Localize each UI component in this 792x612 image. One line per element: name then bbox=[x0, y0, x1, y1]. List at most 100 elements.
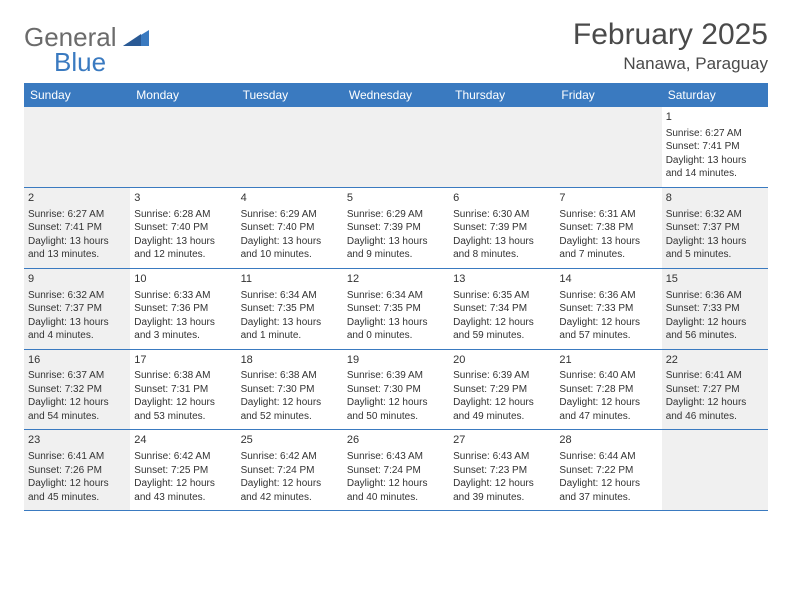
weekday-header: SundayMondayTuesdayWednesdayThursdayFrid… bbox=[24, 83, 768, 107]
day-number: 25 bbox=[241, 433, 339, 448]
sunrise-text: Sunrise: 6:41 AM bbox=[666, 369, 764, 383]
empty-cell bbox=[449, 107, 555, 187]
day-cell: 12Sunrise: 6:34 AMSunset: 7:35 PMDayligh… bbox=[343, 269, 449, 349]
sunset-text: Sunset: 7:27 PM bbox=[666, 383, 764, 397]
day-cell: 1 Sunrise: 6:27 AMSunset: 7:41 PMDaylight… bbox=[662, 107, 768, 187]
daylight-text: Daylight: 13 hours and 13 minutes. bbox=[28, 235, 126, 262]
day-cell: 21Sunrise: 6:40 AMSunset: 7:28 PMDayligh… bbox=[555, 350, 661, 430]
day-number: 2 bbox=[28, 191, 126, 206]
weekday-wednesday: Wednesday bbox=[343, 83, 449, 107]
sunset-text: Sunset: 7:39 PM bbox=[453, 221, 551, 235]
day-cell: 14Sunrise: 6:36 AMSunset: 7:33 PMDayligh… bbox=[555, 269, 661, 349]
sunrise-text: Sunrise: 6:42 AM bbox=[241, 450, 339, 464]
day-number: 4 bbox=[241, 191, 339, 206]
weekday-saturday: Saturday bbox=[662, 83, 768, 107]
weekday-tuesday: Tuesday bbox=[237, 83, 343, 107]
sunset-text: Sunset: 7:35 PM bbox=[241, 302, 339, 316]
sunset-text: Sunset: 7:33 PM bbox=[559, 302, 657, 316]
sunrise-text: Sunrise: 6:34 AM bbox=[241, 289, 339, 303]
location-label: Nanawa, Paraguay bbox=[573, 54, 768, 74]
daylight-text: Daylight: 12 hours and 37 minutes. bbox=[559, 477, 657, 504]
sunrise-text: Sunrise: 6:39 AM bbox=[453, 369, 551, 383]
empty-cell bbox=[237, 107, 343, 187]
sunset-text: Sunset: 7:32 PM bbox=[28, 383, 126, 397]
sunrise-text: Sunrise: 6:39 AM bbox=[347, 369, 445, 383]
daylight-text: Daylight: 12 hours and 46 minutes. bbox=[666, 396, 764, 423]
day-cell: 17Sunrise: 6:38 AMSunset: 7:31 PMDayligh… bbox=[130, 350, 236, 430]
sunrise-text: Sunrise: 6:27 AM bbox=[666, 127, 764, 141]
calendar-row: 16Sunrise: 6:37 AMSunset: 7:32 PMDayligh… bbox=[24, 350, 768, 431]
daylight-text: Daylight: 13 hours and 0 minutes. bbox=[347, 316, 445, 343]
calendar-grid: SundayMondayTuesdayWednesdayThursdayFrid… bbox=[24, 83, 768, 511]
daylight-text: Daylight: 12 hours and 43 minutes. bbox=[134, 477, 232, 504]
day-cell: 13Sunrise: 6:35 AMSunset: 7:34 PMDayligh… bbox=[449, 269, 555, 349]
sunrise-text: Sunrise: 6:29 AM bbox=[241, 208, 339, 222]
day-number: 5 bbox=[347, 191, 445, 206]
sunset-text: Sunset: 7:31 PM bbox=[134, 383, 232, 397]
day-cell: 7Sunrise: 6:31 AMSunset: 7:38 PMDaylight… bbox=[555, 188, 661, 268]
sunrise-text: Sunrise: 6:42 AM bbox=[134, 450, 232, 464]
day-number: 10 bbox=[134, 272, 232, 287]
sunset-text: Sunset: 7:23 PM bbox=[453, 464, 551, 478]
sunset-text: Sunset: 7:41 PM bbox=[666, 140, 764, 154]
sunrise-text: Sunrise: 6:32 AM bbox=[28, 289, 126, 303]
sunrise-text: Sunrise: 6:30 AM bbox=[453, 208, 551, 222]
day-cell: 16Sunrise: 6:37 AMSunset: 7:32 PMDayligh… bbox=[24, 350, 130, 430]
sunset-text: Sunset: 7:30 PM bbox=[241, 383, 339, 397]
day-number: 17 bbox=[134, 353, 232, 368]
sunset-text: Sunset: 7:30 PM bbox=[347, 383, 445, 397]
daylight-text: Daylight: 12 hours and 49 minutes. bbox=[453, 396, 551, 423]
sunset-text: Sunset: 7:29 PM bbox=[453, 383, 551, 397]
title-block: February 2025 Nanawa, Paraguay bbox=[573, 18, 768, 74]
logo-triangle-icon bbox=[123, 28, 149, 53]
sunset-text: Sunset: 7:25 PM bbox=[134, 464, 232, 478]
daylight-text: Daylight: 12 hours and 52 minutes. bbox=[241, 396, 339, 423]
day-number: 13 bbox=[453, 272, 551, 287]
day-cell: 23Sunrise: 6:41 AMSunset: 7:26 PMDayligh… bbox=[24, 430, 130, 510]
sunset-text: Sunset: 7:40 PM bbox=[241, 221, 339, 235]
weekday-sunday: Sunday bbox=[24, 83, 130, 107]
sunset-text: Sunset: 7:24 PM bbox=[241, 464, 339, 478]
daylight-text: Daylight: 13 hours and 1 minute. bbox=[241, 316, 339, 343]
day-number: 27 bbox=[453, 433, 551, 448]
day-number: 8 bbox=[666, 191, 764, 206]
sunset-text: Sunset: 7:38 PM bbox=[559, 221, 657, 235]
day-cell: 19Sunrise: 6:39 AMSunset: 7:30 PMDayligh… bbox=[343, 350, 449, 430]
day-cell: 28Sunrise: 6:44 AMSunset: 7:22 PMDayligh… bbox=[555, 430, 661, 510]
sunset-text: Sunset: 7:39 PM bbox=[347, 221, 445, 235]
weekday-friday: Friday bbox=[555, 83, 661, 107]
calendar-row: 1 Sunrise: 6:27 AMSunset: 7:41 PMDaylight… bbox=[24, 107, 768, 188]
day-number: 9 bbox=[28, 272, 126, 287]
daylight-text: Daylight: 13 hours and 14 minutes. bbox=[666, 154, 764, 181]
calendar-row: 2Sunrise: 6:27 AMSunset: 7:41 PMDaylight… bbox=[24, 188, 768, 269]
sunset-text: Sunset: 7:36 PM bbox=[134, 302, 232, 316]
daylight-text: Daylight: 12 hours and 50 minutes. bbox=[347, 396, 445, 423]
day-cell: 11Sunrise: 6:34 AMSunset: 7:35 PMDayligh… bbox=[237, 269, 343, 349]
day-number: 1 bbox=[666, 110, 764, 125]
empty-cell bbox=[24, 107, 130, 187]
day-number: 6 bbox=[453, 191, 551, 206]
weekday-thursday: Thursday bbox=[449, 83, 555, 107]
sunset-text: Sunset: 7:41 PM bbox=[28, 221, 126, 235]
sunrise-text: Sunrise: 6:43 AM bbox=[347, 450, 445, 464]
day-cell: 26Sunrise: 6:43 AMSunset: 7:24 PMDayligh… bbox=[343, 430, 449, 510]
daylight-text: Daylight: 12 hours and 54 minutes. bbox=[28, 396, 126, 423]
day-cell: 18Sunrise: 6:38 AMSunset: 7:30 PMDayligh… bbox=[237, 350, 343, 430]
daylight-text: Daylight: 12 hours and 39 minutes. bbox=[453, 477, 551, 504]
sunrise-text: Sunrise: 6:38 AM bbox=[241, 369, 339, 383]
day-cell: 2 Sunrise: 6:27 AMSunset: 7:41 PMDaylight… bbox=[24, 188, 130, 268]
day-number: 12 bbox=[347, 272, 445, 287]
calendar-body: 1Sunrise: 6:27 AMSunset: 7:41 PMDaylight… bbox=[24, 107, 768, 511]
day-number: 26 bbox=[347, 433, 445, 448]
day-number: 22 bbox=[666, 353, 764, 368]
sunrise-text: Sunrise: 6:27 AM bbox=[28, 208, 126, 222]
daylight-text: Daylight: 13 hours and 7 minutes. bbox=[559, 235, 657, 262]
sunset-text: Sunset: 7:24 PM bbox=[347, 464, 445, 478]
sunrise-text: Sunrise: 6:37 AM bbox=[28, 369, 126, 383]
logo: General Blue bbox=[24, 24, 149, 75]
daylight-text: Daylight: 13 hours and 4 minutes. bbox=[28, 316, 126, 343]
daylight-text: Daylight: 12 hours and 45 minutes. bbox=[28, 477, 126, 504]
daylight-text: Daylight: 13 hours and 9 minutes. bbox=[347, 235, 445, 262]
sunrise-text: Sunrise: 6:28 AM bbox=[134, 208, 232, 222]
daylight-text: Daylight: 13 hours and 12 minutes. bbox=[134, 235, 232, 262]
